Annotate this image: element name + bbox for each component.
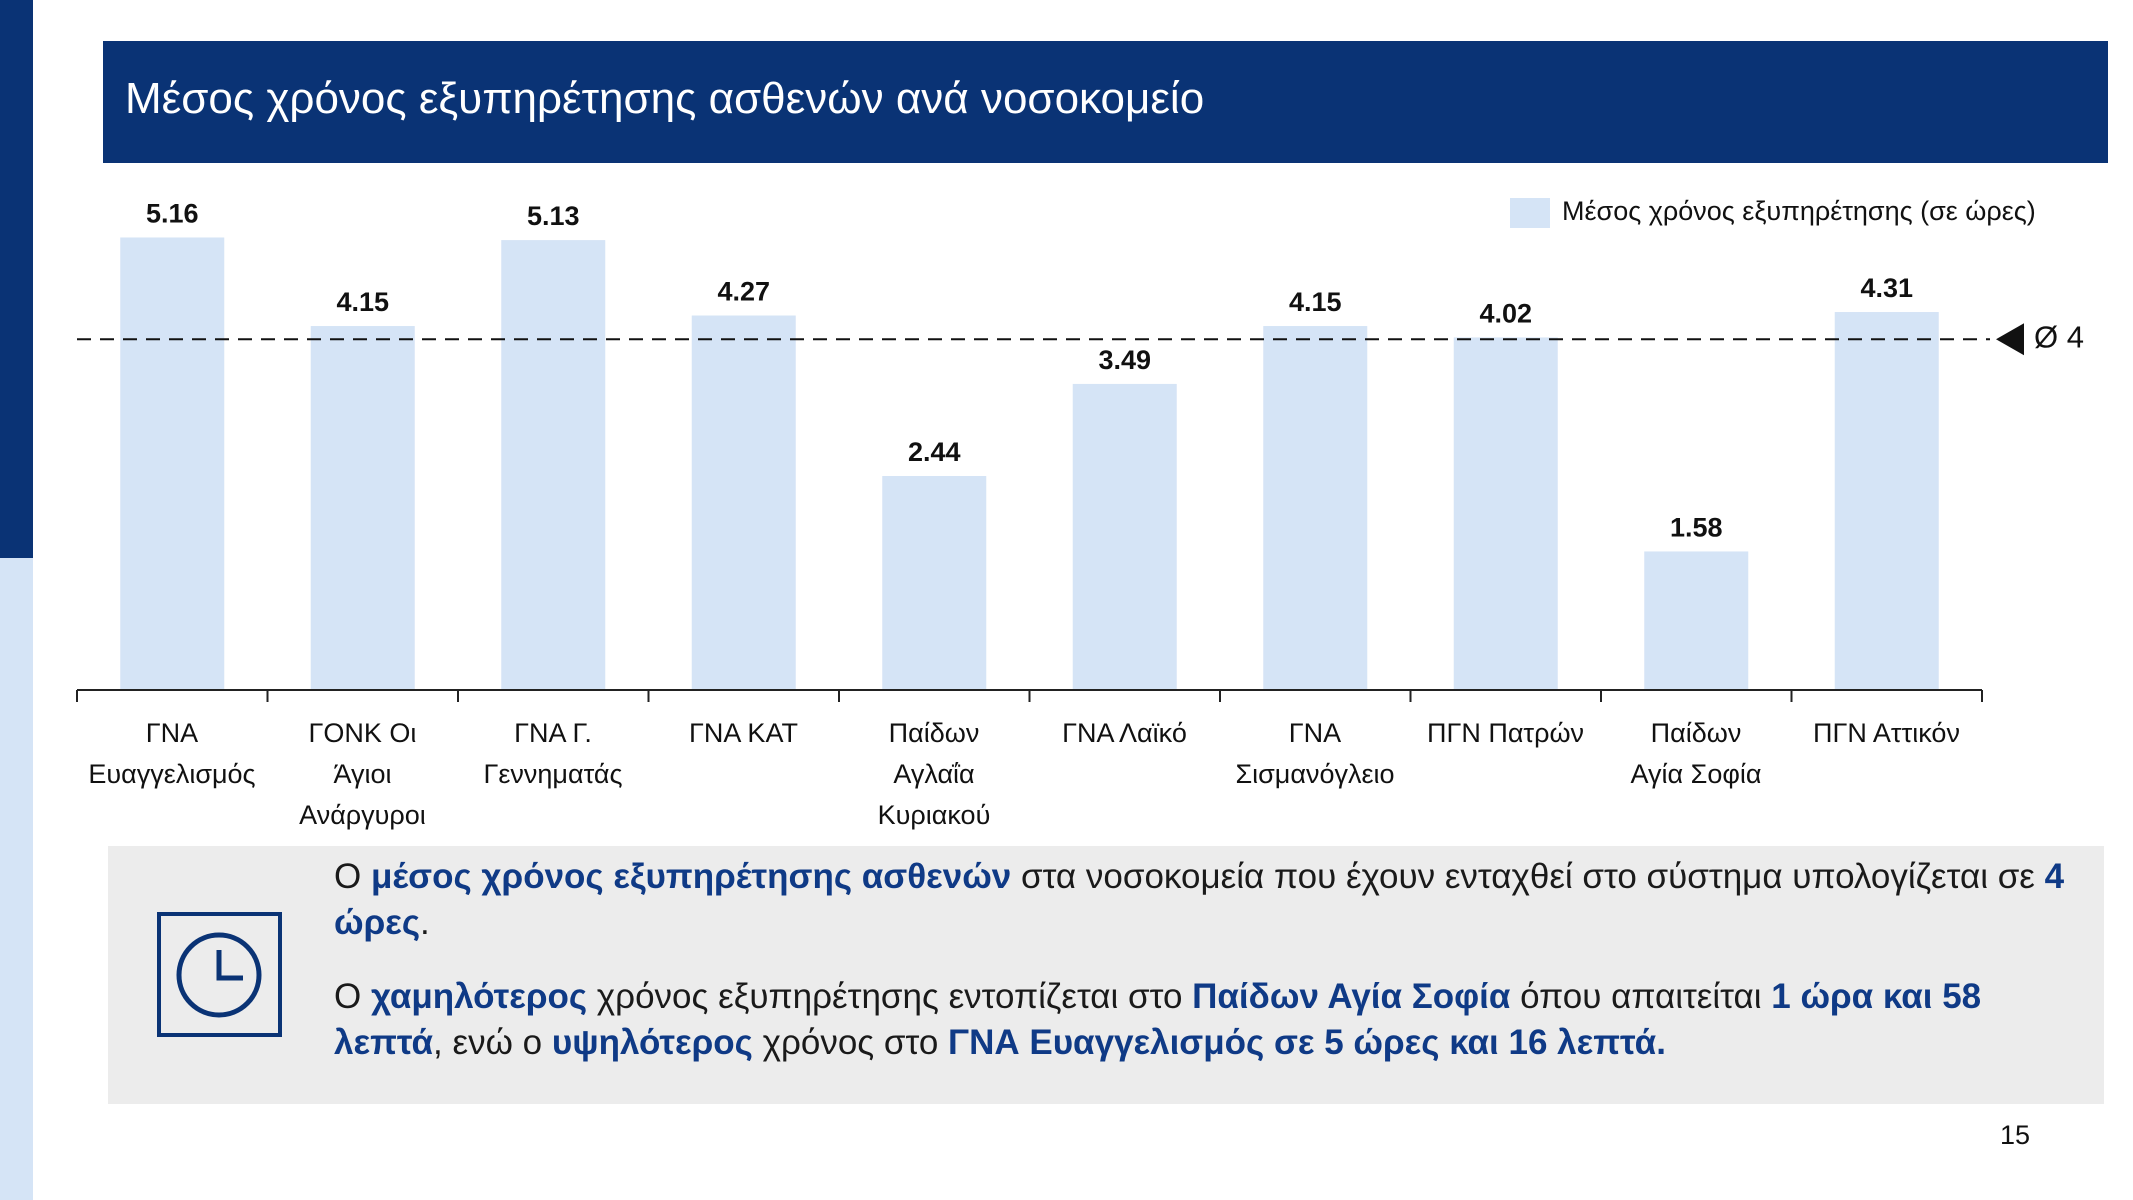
bar: [120, 237, 225, 690]
bar: [691, 315, 796, 690]
reference-marker: [1996, 323, 2024, 356]
body-text: χρόνος εξυπηρέτησης εντοπίζεται στο: [587, 977, 1193, 1016]
side-bar-light: [0, 558, 33, 1200]
x-tick-label: Παίδων Αγλαΐα Κυριακού: [877, 718, 991, 830]
value-label: 3.49: [1098, 345, 1151, 375]
body-text: Ο: [334, 857, 371, 896]
body-text: Ο: [334, 977, 371, 1016]
x-tick-label: ΓΝΑ ΚΑΤ: [689, 718, 798, 748]
value-label: 5.16: [146, 199, 199, 229]
value-label: 1.58: [1670, 513, 1723, 543]
value-label: 4.31: [1860, 273, 1913, 303]
value-label: 4.02: [1479, 299, 1532, 329]
x-tick-label: ΓΝΑ Ευαγγελισμός: [88, 718, 256, 789]
highlight-text: μέσος χρόνος εξυπηρέτησης ασθενών: [370, 857, 1012, 896]
value-label: 4.15: [1289, 287, 1342, 317]
bar: [1644, 551, 1749, 690]
highlight-text: Παίδων Αγία Σοφία: [1192, 977, 1511, 1016]
highlight-text: 1 ώρα και 58 λεπτά: [334, 977, 1982, 1062]
summary-text: Ο μέσος χρόνος εξυπηρέτησης ασθενών στα …: [334, 854, 2074, 1094]
bar: [882, 476, 987, 690]
body-text: χρόνος στο: [752, 1023, 949, 1062]
reference-label: Ø 4: [2034, 319, 2084, 354]
legend-swatch: [1510, 198, 1550, 228]
side-bar-dark: [0, 0, 33, 558]
clock-frame: [157, 912, 282, 1037]
value-label: 2.44: [908, 437, 961, 467]
bar: [1453, 337, 1558, 690]
bar: [310, 326, 415, 690]
x-tick-label: ΠΓΝ Αττικόν: [1813, 718, 1960, 748]
summary-paragraph: Ο χαμηλότερος χρόνος εξυπηρέτησης εντοπί…: [334, 974, 2074, 1066]
body-text: όπου απαιτείται: [1510, 977, 1772, 1016]
bar: [501, 240, 606, 690]
bar: [1263, 326, 1368, 690]
body-text: στα νοσοκομεία που έχουν ενταχθεί στο σύ…: [1011, 857, 2045, 896]
bar: [1072, 383, 1177, 690]
summary-box: [108, 846, 2104, 1104]
x-tick-label: Παίδων Αγία Σοφία: [1630, 718, 1762, 789]
clock-face: [176, 932, 262, 1018]
x-tick-label: ΓΝΑ Γ. Γεννηματάς: [483, 718, 623, 789]
clock-hands: [216, 950, 243, 981]
x-tick-label: ΠΓΝ Πατρών: [1426, 718, 1585, 748]
value-label: 4.15: [336, 287, 389, 317]
x-tick-label: ΓΝΑ Λαϊκό: [1062, 718, 1187, 748]
highlight-text: χαμηλότερος: [370, 977, 588, 1016]
body-text: .: [420, 903, 430, 942]
x-tick-label: ΓΟΝΚ Οι Άγιοι Ανάργυροι: [299, 718, 426, 830]
highlight-text: ΓΝΑ Ευαγγελισμός σε 5 ώρες και 16 λεπτά.: [948, 1023, 1666, 1062]
page-number: 15: [2000, 1120, 2031, 1150]
body-text: , ενώ ο: [433, 1023, 552, 1062]
value-label: 4.27: [717, 277, 770, 307]
highlight-text: υψηλότερος: [551, 1023, 753, 1062]
title-bar: [103, 41, 2108, 163]
summary-paragraph: Ο μέσος χρόνος εξυπηρέτησης ασθενών στα …: [334, 854, 2074, 946]
highlight-text: 4 ώρες: [334, 857, 2065, 942]
title: Μέσος χρόνος εξυπηρέτησης ασθενών ανά νο…: [125, 74, 1205, 123]
value-label: 5.13: [527, 201, 580, 231]
bar: [1834, 312, 1939, 690]
x-tick-label: ΓΝΑ Σισμανόγλειο: [1235, 718, 1395, 789]
legend-label: Μέσος χρόνος εξυπηρέτησης (σε ώρες): [1562, 196, 2036, 226]
